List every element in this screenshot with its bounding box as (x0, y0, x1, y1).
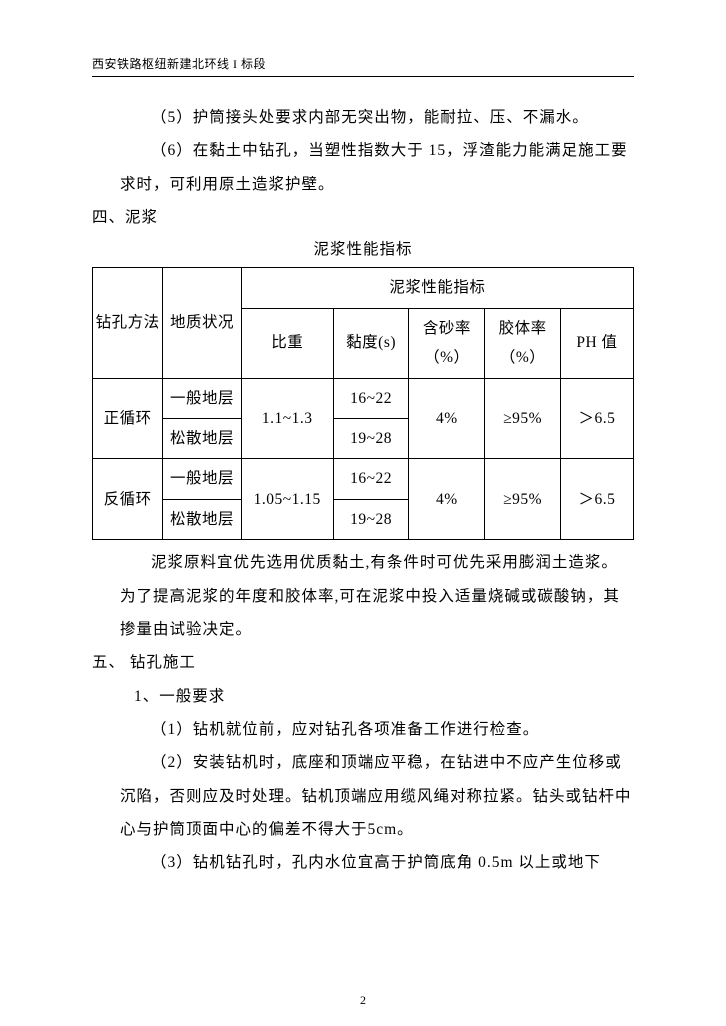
section-5-sub1: 1、一般要求 (134, 680, 634, 713)
cell-method-1: 正循环 (93, 378, 163, 459)
cell-geo: 一般地层 (163, 378, 241, 418)
cell-geo: 一般地层 (163, 459, 241, 499)
cell-ph: ＞6.5 (560, 378, 633, 459)
mud-performance-table: 钻孔方法 地质状况 泥浆性能指标 比重 黏度(s) 含砂率（%） 胶体率（%） … (92, 267, 634, 540)
cell-geo: 松散地层 (163, 419, 241, 459)
th-group: 泥浆性能指标 (241, 268, 633, 308)
s5-p1: （1）钻机就位前，应对钻孔各项准备工作进行检查。 (120, 713, 634, 746)
table-row: 钻孔方法 地质状况 泥浆性能指标 (93, 268, 634, 308)
th-method: 钻孔方法 (93, 268, 163, 378)
cell-hs: 4% (409, 459, 485, 540)
cell-nd: 19~28 (333, 419, 409, 459)
table-caption: 泥浆性能指标 (92, 234, 634, 265)
table-row: 正循环 一般地层 1.1~1.3 16~22 4% ≥95% ＞6.5 (93, 378, 634, 418)
cell-ph: ＞6.5 (560, 459, 633, 540)
paragraph-6: （6）在黏土中钻孔，当塑性指数大于 15，浮渣能力能满足施工要求时，可利用原土造… (120, 134, 634, 201)
s5-p2: （2）安装钻机时，底座和顶端应平稳，在钻进中不应产生位移或沉陷，否则应及时处理。… (120, 746, 634, 846)
th-geo: 地质状况 (163, 268, 241, 378)
section-4-title: 四、泥浆 (92, 201, 634, 234)
cell-nd: 16~22 (333, 378, 409, 418)
cell-bz: 1.05~1.15 (241, 459, 333, 540)
section-5-title: 五、 钻孔施工 (92, 646, 634, 679)
page-header: 西安铁路枢纽新建北环线 I 标段 (92, 55, 634, 72)
cell-nd: 16~22 (333, 459, 409, 499)
cell-bz: 1.1~1.3 (241, 378, 333, 459)
cell-jt: ≥95% (485, 378, 561, 459)
cell-hs: 4% (409, 378, 485, 459)
cell-jt: ≥95% (485, 459, 561, 540)
th-hansha: 含砂率（%） (409, 308, 485, 378)
cell-method-2: 反循环 (93, 459, 163, 540)
page-number: 2 (0, 993, 726, 1008)
paragraph-5: （5）护筒接头处要求内部无突出物，能耐拉、压、不漏水。 (120, 101, 634, 134)
table-row: 反循环 一般地层 1.05~1.15 16~22 4% ≥95% ＞6.5 (93, 459, 634, 499)
th-niandu: 黏度(s) (333, 308, 409, 378)
after-table-p1: 泥浆原料宜优先选用优质黏土,有条件时可优先采用膨润土造浆。为了提高泥浆的年度和胶… (120, 546, 634, 646)
th-ph: PH 值 (560, 308, 633, 378)
th-bizhong: 比重 (241, 308, 333, 378)
cell-geo: 松散地层 (163, 499, 241, 539)
cell-nd: 19~28 (333, 499, 409, 539)
header-divider (92, 76, 634, 77)
s5-p3: （3）钻机钻孔时，孔内水位宜高于护筒底角 0.5m 以上或地下 (120, 846, 634, 879)
th-jiaoti: 胶体率（%） (485, 308, 561, 378)
